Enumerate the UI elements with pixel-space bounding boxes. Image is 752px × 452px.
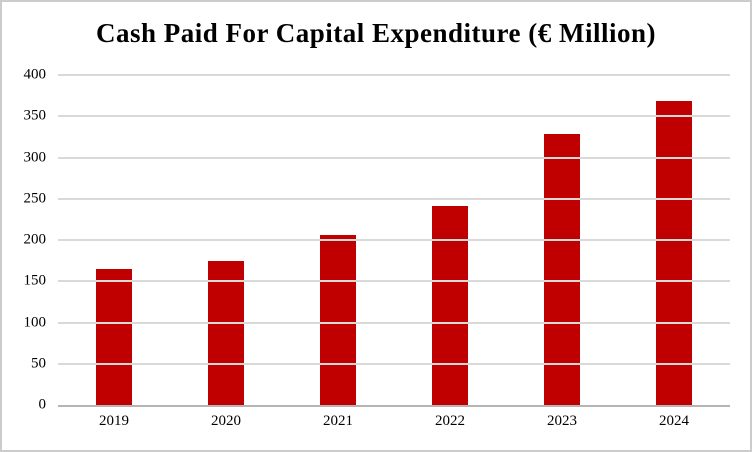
bar-slot-2020 xyxy=(170,75,282,405)
x-tick-label-2022: 2022 xyxy=(435,413,465,429)
gridline-400 xyxy=(58,74,730,76)
y-tick-label-50: 50 xyxy=(31,355,46,372)
bar-slot-2021 xyxy=(282,75,394,405)
x-tick-label-2019: 2019 xyxy=(99,413,129,429)
bar-2021 xyxy=(320,235,356,405)
gridline-350 xyxy=(58,115,730,118)
gridline-300 xyxy=(58,156,730,159)
x-tick-label-2023: 2023 xyxy=(547,413,577,429)
x-tick-label-2021: 2021 xyxy=(323,413,353,429)
y-tick-label-200: 200 xyxy=(23,231,47,248)
y-tick-label-150: 150 xyxy=(23,272,47,289)
x-axis: 2019 2020 2021 2022 2023 2024 xyxy=(58,414,730,429)
y-tick-label-250: 250 xyxy=(23,190,47,207)
y-tick-label-400: 400 xyxy=(23,66,47,83)
x-tick-label-2024: 2024 xyxy=(659,413,689,429)
bar-2020 xyxy=(208,260,244,405)
gridline-100 xyxy=(58,321,730,324)
gridline-50 xyxy=(58,362,730,365)
plot-area xyxy=(58,74,730,407)
x-tick-label-2020: 2020 xyxy=(211,413,241,429)
bar-slot-2024 xyxy=(618,75,730,405)
gridline-200 xyxy=(58,239,730,241)
bar-2023 xyxy=(544,134,580,405)
gridline-150 xyxy=(58,280,730,283)
bar-2024 xyxy=(656,100,692,405)
chart-title: Cash Paid For Capital Expenditure (€ Mil… xyxy=(95,18,657,48)
gridline-250 xyxy=(58,197,730,200)
y-tick-label-350: 350 xyxy=(23,107,47,124)
bar-slot-2019 xyxy=(58,75,170,405)
bar-2019 xyxy=(96,268,132,405)
y-tick-label-100: 100 xyxy=(23,314,47,330)
y-tick-label-300: 300 xyxy=(23,149,47,165)
bar-2022 xyxy=(432,206,468,405)
y-tick-label-0: 0 xyxy=(38,396,47,413)
bar-slot-2023 xyxy=(506,75,618,405)
y-axis: 0 50 100 150 200 250 300 350 400 xyxy=(2,67,47,412)
